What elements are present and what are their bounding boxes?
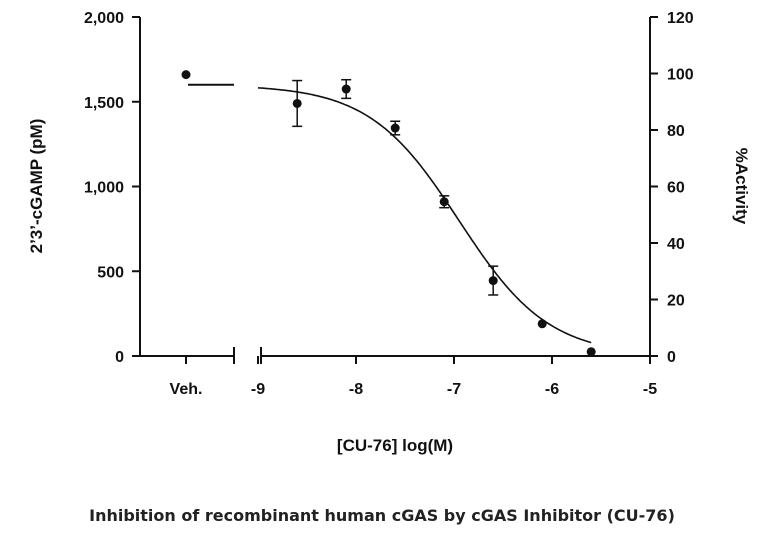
data-point [586, 347, 596, 357]
data-point [537, 319, 547, 329]
left-y-tick-label: 1,500 [84, 95, 124, 112]
left-y-tick-label: 2,000 [84, 10, 124, 27]
vehicle-label: Veh. [170, 381, 203, 398]
data-point [292, 98, 302, 108]
x-tick-label: -8 [349, 381, 363, 398]
left-y-tick-label: 0 [115, 349, 124, 366]
right-y-tick-label: 60 [667, 180, 685, 197]
left-y-tick-label: 500 [97, 264, 124, 281]
figure-caption: Inhibition of recombinant human cGAS by … [89, 506, 675, 525]
data-point [390, 123, 400, 133]
left-y-axis-title: 2’3’-cGAMP (pM) [27, 119, 46, 254]
right-y-axis-title: %Activity [732, 148, 751, 225]
left-y-tick-label: 1,000 [84, 180, 124, 197]
fit-curve [257, 87, 592, 344]
vehicle-point [181, 70, 191, 80]
data-point [439, 197, 449, 207]
x-tick-label: -7 [447, 381, 461, 398]
right-y-tick-label: 20 [667, 293, 685, 310]
x-tick-label: -5 [643, 381, 657, 398]
data-point [488, 276, 498, 286]
right-y-tick-label: 120 [667, 10, 694, 27]
chart-marks: 0 500 1,000 1,500 2,000 0 20 40 60 80 100 120 -9 -8 -7… [84, 10, 694, 398]
x-axis-title: [CU-76] log(M) [337, 436, 453, 455]
right-y-tick-label: 100 [667, 67, 694, 84]
data-point [341, 84, 351, 94]
right-y-tick-label: 40 [667, 236, 685, 253]
x-tick-label: -9 [251, 381, 265, 398]
x-tick-label: -6 [545, 381, 559, 398]
right-y-tick-label: 0 [667, 349, 676, 366]
dose-response-chart: 0 500 1,000 1,500 2,000 0 20 40 60 80 100 120 -9 -8 -7… [27, 10, 751, 455]
right-y-tick-label: 80 [667, 123, 685, 140]
